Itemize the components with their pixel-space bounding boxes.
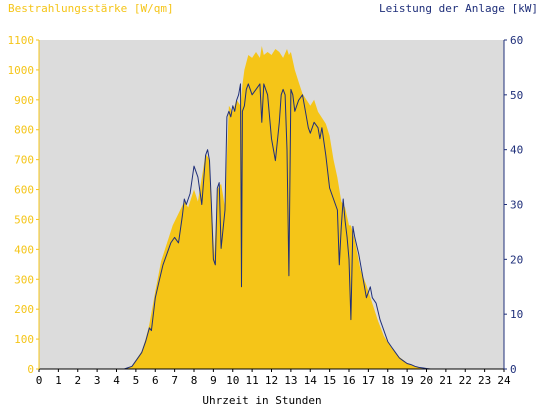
left-tick-label: 300 bbox=[14, 273, 34, 286]
irradiance-area-layer bbox=[39, 46, 504, 369]
x-tick-label: 6 bbox=[152, 374, 159, 387]
x-tick-labels: 0 1 2 3 4 5 6 7 8 9 10 11 12 13 14 15 16 17 18 19 20 21 22 23 24 bbox=[36, 369, 511, 387]
left-tick-label: 100 bbox=[14, 333, 34, 346]
x-tick-label: 14 bbox=[304, 374, 318, 387]
power-line bbox=[39, 83, 504, 370]
left-tick-label: 900 bbox=[14, 94, 34, 107]
x-tick-label: 21 bbox=[439, 374, 452, 387]
x-tick-label: 4 bbox=[113, 374, 120, 387]
left-tick-label: 1100 bbox=[8, 34, 35, 47]
right-axis-title: Leistung der Anlage [kW] bbox=[379, 2, 538, 15]
x-tick-label: 16 bbox=[342, 374, 355, 387]
x-tick-label: 10 bbox=[226, 374, 239, 387]
x-tick-label: 0 bbox=[36, 374, 43, 387]
right-tick-label: 60 bbox=[510, 34, 523, 47]
x-tick-label: 20 bbox=[420, 374, 433, 387]
x-tick-label: 5 bbox=[133, 374, 140, 387]
x-tick-label: 15 bbox=[323, 374, 336, 387]
right-tick-label: 20 bbox=[510, 253, 523, 266]
right-tick-label: 40 bbox=[510, 144, 523, 157]
x-tick-label: 24 bbox=[497, 374, 511, 387]
left-tick-label: 400 bbox=[14, 243, 34, 256]
left-tick-label: 800 bbox=[14, 124, 34, 137]
right-tick-label: 10 bbox=[510, 308, 523, 321]
left-axis-title: Bestrahlungsstärke [W/qm] bbox=[8, 2, 174, 15]
x-tick-label: 18 bbox=[381, 374, 394, 387]
x-axis-title: Uhrzeit in Stunden bbox=[202, 394, 321, 407]
right-tick-label: 30 bbox=[510, 199, 523, 212]
x-tick-label: 22 bbox=[459, 374, 472, 387]
x-tick-label: 2 bbox=[74, 374, 81, 387]
x-tick-label: 1 bbox=[55, 374, 62, 387]
left-tick-labels: 0 100 200 300 400 500 600 700 800 900 1000 1100 bbox=[8, 34, 39, 376]
left-tick-label: 1000 bbox=[8, 64, 35, 77]
x-tick-label: 13 bbox=[284, 374, 297, 387]
left-tick-label: 600 bbox=[14, 184, 34, 197]
left-tick-label: 500 bbox=[14, 213, 34, 226]
x-tick-label: 12 bbox=[265, 374, 278, 387]
x-tick-label: 17 bbox=[362, 374, 375, 387]
x-tick-label: 9 bbox=[210, 374, 217, 387]
right-tick-label: 0 bbox=[510, 363, 517, 376]
x-tick-label: 7 bbox=[171, 374, 178, 387]
left-tick-label: 0 bbox=[27, 363, 34, 376]
right-tick-labels: 0 10 20 30 40 50 60 bbox=[504, 34, 523, 376]
x-tick-label: 11 bbox=[246, 374, 259, 387]
left-tick-label: 200 bbox=[14, 303, 34, 316]
power-line-layer bbox=[39, 83, 504, 370]
irradiance-area bbox=[39, 46, 504, 369]
x-tick-label: 3 bbox=[94, 374, 101, 387]
right-tick-label: 50 bbox=[510, 89, 523, 102]
left-tick-label: 700 bbox=[14, 154, 34, 167]
x-tick-label: 19 bbox=[401, 374, 414, 387]
x-tick-label: 23 bbox=[478, 374, 491, 387]
x-tick-label: 8 bbox=[191, 374, 198, 387]
